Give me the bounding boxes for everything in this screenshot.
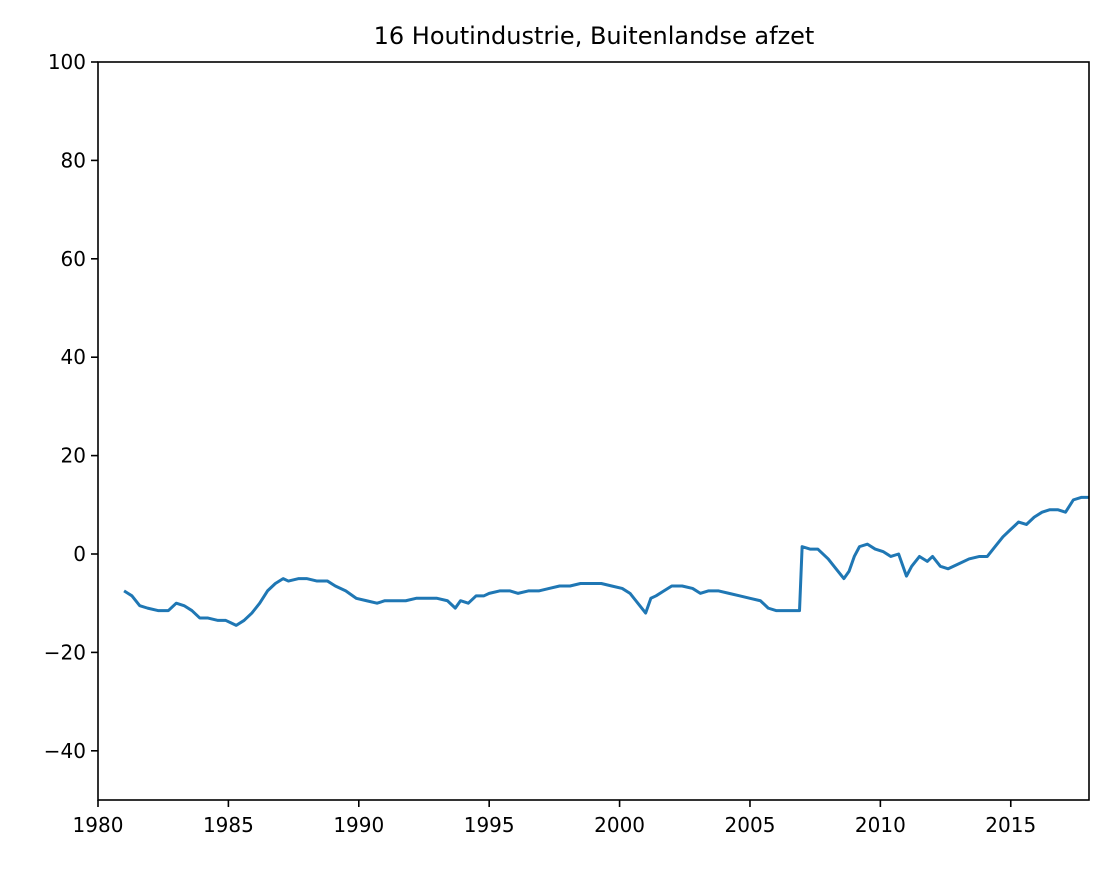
x-tick-label: 2005 xyxy=(725,813,776,837)
x-tick-label: 1980 xyxy=(73,813,124,837)
series-line-0 xyxy=(123,495,1089,627)
y-tick-label: −40 xyxy=(44,739,86,763)
x-tick-label: 1990 xyxy=(333,813,384,837)
x-tick-label: 2010 xyxy=(855,813,906,837)
y-tick-label: 100 xyxy=(48,50,86,74)
y-tick-label: 20 xyxy=(61,444,86,468)
x-tick-label: 2015 xyxy=(985,813,1036,837)
axes: 1980 1985 1990 1995 2000 2005 2010 2015 −40 −20 0 2… xyxy=(44,50,1090,837)
y-tick-label: 40 xyxy=(61,345,86,369)
y-tick-label: 0 xyxy=(73,542,86,566)
axes-frame xyxy=(97,61,1090,801)
y-tick-label: 80 xyxy=(61,148,86,172)
y-tick-label: −20 xyxy=(44,640,86,664)
chart-title: 16 Houtindustrie, Buitenlandse afzet xyxy=(374,22,815,50)
x-tick-label: 1985 xyxy=(203,813,254,837)
x-tick-label: 1995 xyxy=(464,813,515,837)
y-tick-label: 60 xyxy=(61,247,86,271)
x-tick-label: 2000 xyxy=(594,813,645,837)
plot-area xyxy=(123,495,1089,627)
